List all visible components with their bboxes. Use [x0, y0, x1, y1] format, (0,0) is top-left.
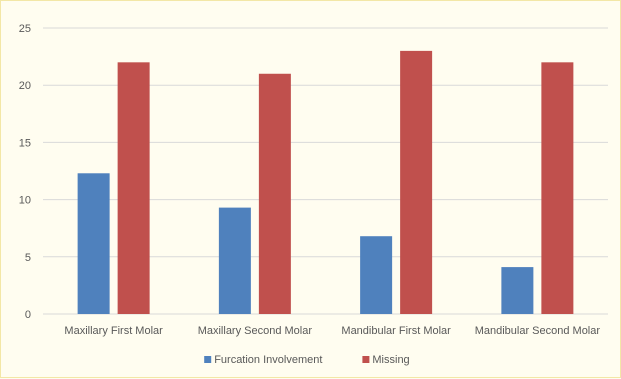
bar-furcation-involvement-4 [501, 267, 534, 314]
bar-missing-3 [400, 50, 433, 314]
x-category-label: Mandibular First Molar [341, 325, 451, 337]
legend-swatch-furcation-involvement [204, 356, 212, 363]
bar-missing-4 [541, 62, 574, 314]
legend-label: Missing [372, 354, 409, 366]
bar-missing-2 [258, 73, 291, 314]
legend: Furcation Involvement Missing [204, 354, 410, 366]
legend-swatch-missing [362, 356, 370, 363]
bar-furcation-involvement-3 [360, 236, 393, 314]
x-category-label: Mandibular Second Molar [475, 325, 601, 337]
y-tick-label: 15 [19, 137, 31, 149]
y-tick-label: 20 [19, 80, 31, 92]
y-tick-label: 10 [19, 195, 31, 207]
y-tick-label: 25 [19, 23, 31, 35]
bar-furcation-involvement-2 [218, 207, 251, 314]
bar-missing-1 [117, 62, 150, 314]
y-tick-label: 5 [25, 252, 31, 264]
x-axis-category-labels: Maxillary First Molar Maxillary Second Mo… [64, 325, 600, 337]
y-axis-tick-labels: 0 5 10 15 20 25 [19, 23, 31, 321]
x-category-label: Maxillary First Molar [64, 325, 163, 337]
bars [77, 50, 574, 314]
y-tick-label: 0 [25, 309, 31, 321]
legend-label: Furcation Involvement [214, 354, 322, 366]
bar-furcation-involvement-1 [77, 173, 110, 314]
x-category-label: Maxillary Second Molar [198, 325, 313, 337]
